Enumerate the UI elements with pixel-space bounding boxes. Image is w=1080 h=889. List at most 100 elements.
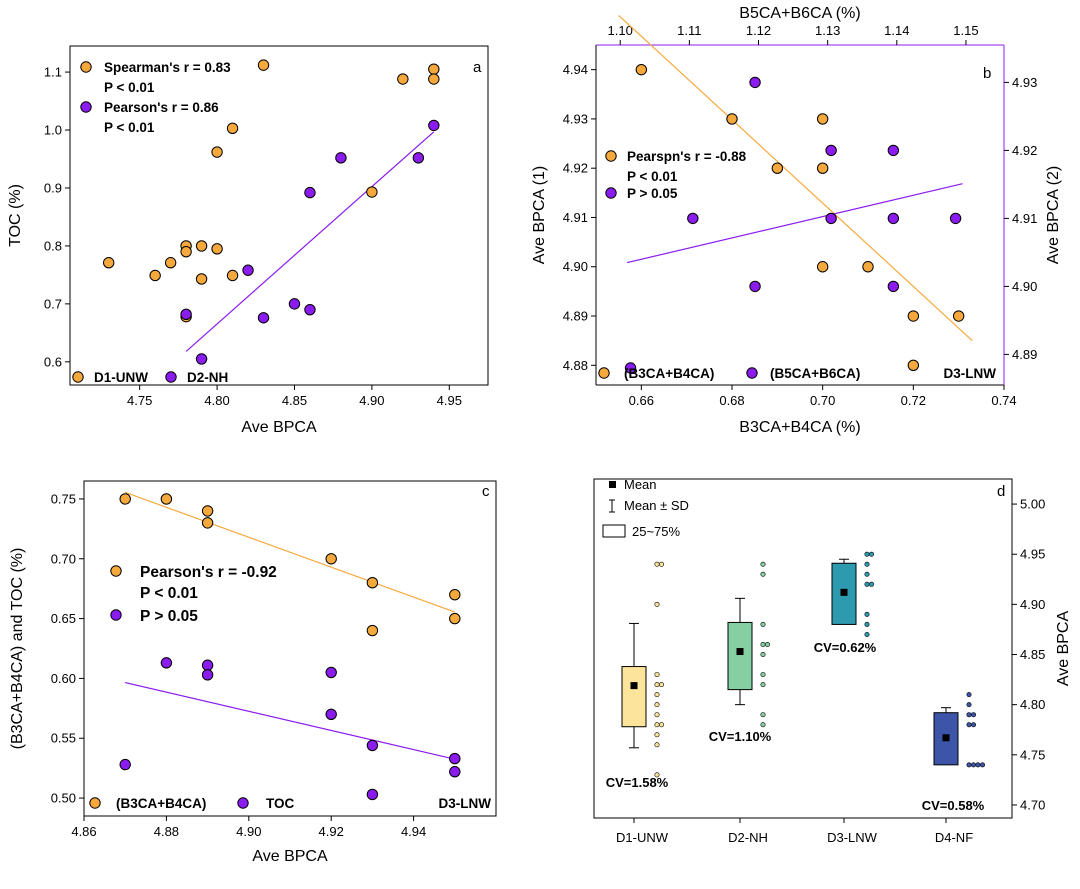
stat-text: Spearman's r = 0.83 bbox=[104, 60, 231, 75]
x-tick-label: 4.90 bbox=[236, 824, 261, 839]
data-point bbox=[654, 742, 660, 748]
data-point bbox=[864, 581, 870, 587]
legend-label: D1-UNW bbox=[94, 370, 148, 385]
data-point bbox=[687, 212, 699, 225]
data-point bbox=[749, 280, 761, 293]
panel-label: c bbox=[482, 483, 490, 500]
data-point bbox=[449, 612, 461, 625]
data-point bbox=[970, 722, 976, 728]
data-point bbox=[887, 144, 900, 157]
y-tick-label: 4.95 bbox=[1020, 547, 1045, 562]
data-point bbox=[825, 144, 837, 157]
mean-marker bbox=[942, 734, 950, 742]
data-point bbox=[257, 312, 270, 324]
data-point bbox=[149, 269, 161, 282]
data-point bbox=[654, 601, 660, 607]
data-point bbox=[864, 611, 870, 617]
y-tick-label: 0.8 bbox=[44, 238, 62, 253]
legend-marker bbox=[602, 524, 626, 538]
data-point bbox=[862, 261, 874, 273]
x-tick-label: 0.70 bbox=[810, 393, 835, 408]
data-point bbox=[864, 631, 870, 637]
data-point bbox=[654, 692, 660, 698]
data-point bbox=[760, 621, 766, 627]
legend-label: Mean ± SD bbox=[624, 498, 689, 513]
panel-a: 4.75 4.80 4.85 4.90 4.95 0.6 0.7 0.8 0.9 1.0 1.1 Av… bbox=[7, 45, 489, 436]
y-tick-label: 4.90 bbox=[1012, 279, 1037, 294]
x-tick-label: D3-LNW bbox=[827, 830, 878, 845]
stat-text: P > 0.05 bbox=[140, 608, 198, 625]
data-point bbox=[428, 63, 440, 75]
data-point bbox=[164, 257, 177, 269]
cv-label: CV=0.58% bbox=[922, 798, 985, 813]
panel-label: a bbox=[473, 59, 482, 76]
stat-text: Pearspn's r = -0.88 bbox=[627, 149, 747, 164]
y-tick-label: 4.90 bbox=[563, 259, 588, 274]
data-point bbox=[907, 359, 920, 371]
x-tick-label: 0.66 bbox=[629, 393, 654, 408]
data-point bbox=[428, 119, 440, 132]
y-tick-label: 4.91 bbox=[1012, 211, 1037, 226]
legend-marker bbox=[609, 481, 616, 488]
x-tick-label: 4.90 bbox=[359, 393, 384, 408]
cv-label: CV=1.58% bbox=[606, 775, 669, 790]
data-point bbox=[966, 692, 972, 698]
data-point bbox=[975, 762, 981, 768]
data-point bbox=[760, 641, 766, 647]
data-point bbox=[366, 788, 379, 801]
data-point bbox=[726, 113, 738, 125]
y-tick-label: 0.60 bbox=[51, 671, 76, 686]
y-tick-label: 1.0 bbox=[44, 123, 62, 138]
y-tick-label: 0.9 bbox=[44, 180, 62, 195]
plot-frame bbox=[83, 480, 497, 817]
data-point bbox=[966, 702, 972, 708]
y-tick-label: 4.92 bbox=[563, 161, 588, 176]
y-tick-label: 4.94 bbox=[563, 62, 588, 77]
dataset-tag: D3-LNW bbox=[944, 366, 997, 381]
data-point bbox=[654, 561, 660, 567]
data-point bbox=[952, 310, 965, 322]
data-point bbox=[966, 762, 972, 768]
plot-frame bbox=[69, 45, 489, 386]
data-point bbox=[654, 722, 660, 728]
data-point bbox=[242, 264, 254, 276]
y-tick-label: 0.75 bbox=[51, 491, 76, 506]
legend-marker bbox=[605, 150, 617, 162]
x-tick-label: 1.11 bbox=[677, 23, 701, 38]
stat-text: P < 0.01 bbox=[627, 169, 678, 184]
stat-text: Pearson's r = -0.92 bbox=[140, 564, 277, 581]
panel-b: 0.66 0.68 0.70 0.72 0.74 1.10 1.11 1.12 1.13 1.14… bbox=[531, 5, 1062, 436]
x-tick-label: 4.86 bbox=[71, 824, 96, 839]
y-tick-label: 0.7 bbox=[44, 296, 62, 311]
fit-line bbox=[124, 491, 456, 613]
data-point bbox=[325, 553, 337, 565]
x-tick-label: 1.13 bbox=[815, 23, 840, 38]
data-point bbox=[160, 657, 173, 669]
data-point bbox=[864, 621, 870, 627]
data-point bbox=[428, 73, 440, 85]
data-point bbox=[816, 113, 829, 125]
y-tick-label: 4.90 bbox=[1020, 597, 1045, 612]
fit-line bbox=[185, 131, 435, 352]
fit-line bbox=[618, 14, 973, 342]
data-point bbox=[825, 212, 837, 225]
x2-axis-label: B5CA+B6CA (%) bbox=[739, 5, 860, 22]
fit-line bbox=[125, 682, 455, 760]
y-tick-label: 4.85 bbox=[1020, 647, 1045, 662]
x-tick-label: 4.95 bbox=[437, 393, 462, 408]
data-point bbox=[304, 186, 316, 199]
y-axis-label: (B3CA+B4CA) and TOC (%) bbox=[9, 548, 26, 750]
x-tick-label: 0.72 bbox=[901, 393, 926, 408]
y-axis-label: Ave BPCA bbox=[1055, 611, 1072, 687]
y-tick-label: 0.70 bbox=[51, 551, 76, 566]
data-point bbox=[864, 571, 870, 577]
y-axis-label: TOC (%) bbox=[7, 184, 24, 247]
mean-marker bbox=[630, 682, 638, 690]
data-point bbox=[624, 362, 637, 374]
box bbox=[727, 621, 753, 691]
box bbox=[621, 666, 647, 728]
data-point bbox=[180, 246, 192, 258]
stat-text: P < 0.01 bbox=[104, 120, 155, 135]
data-point bbox=[966, 722, 972, 728]
data-point bbox=[764, 641, 770, 647]
